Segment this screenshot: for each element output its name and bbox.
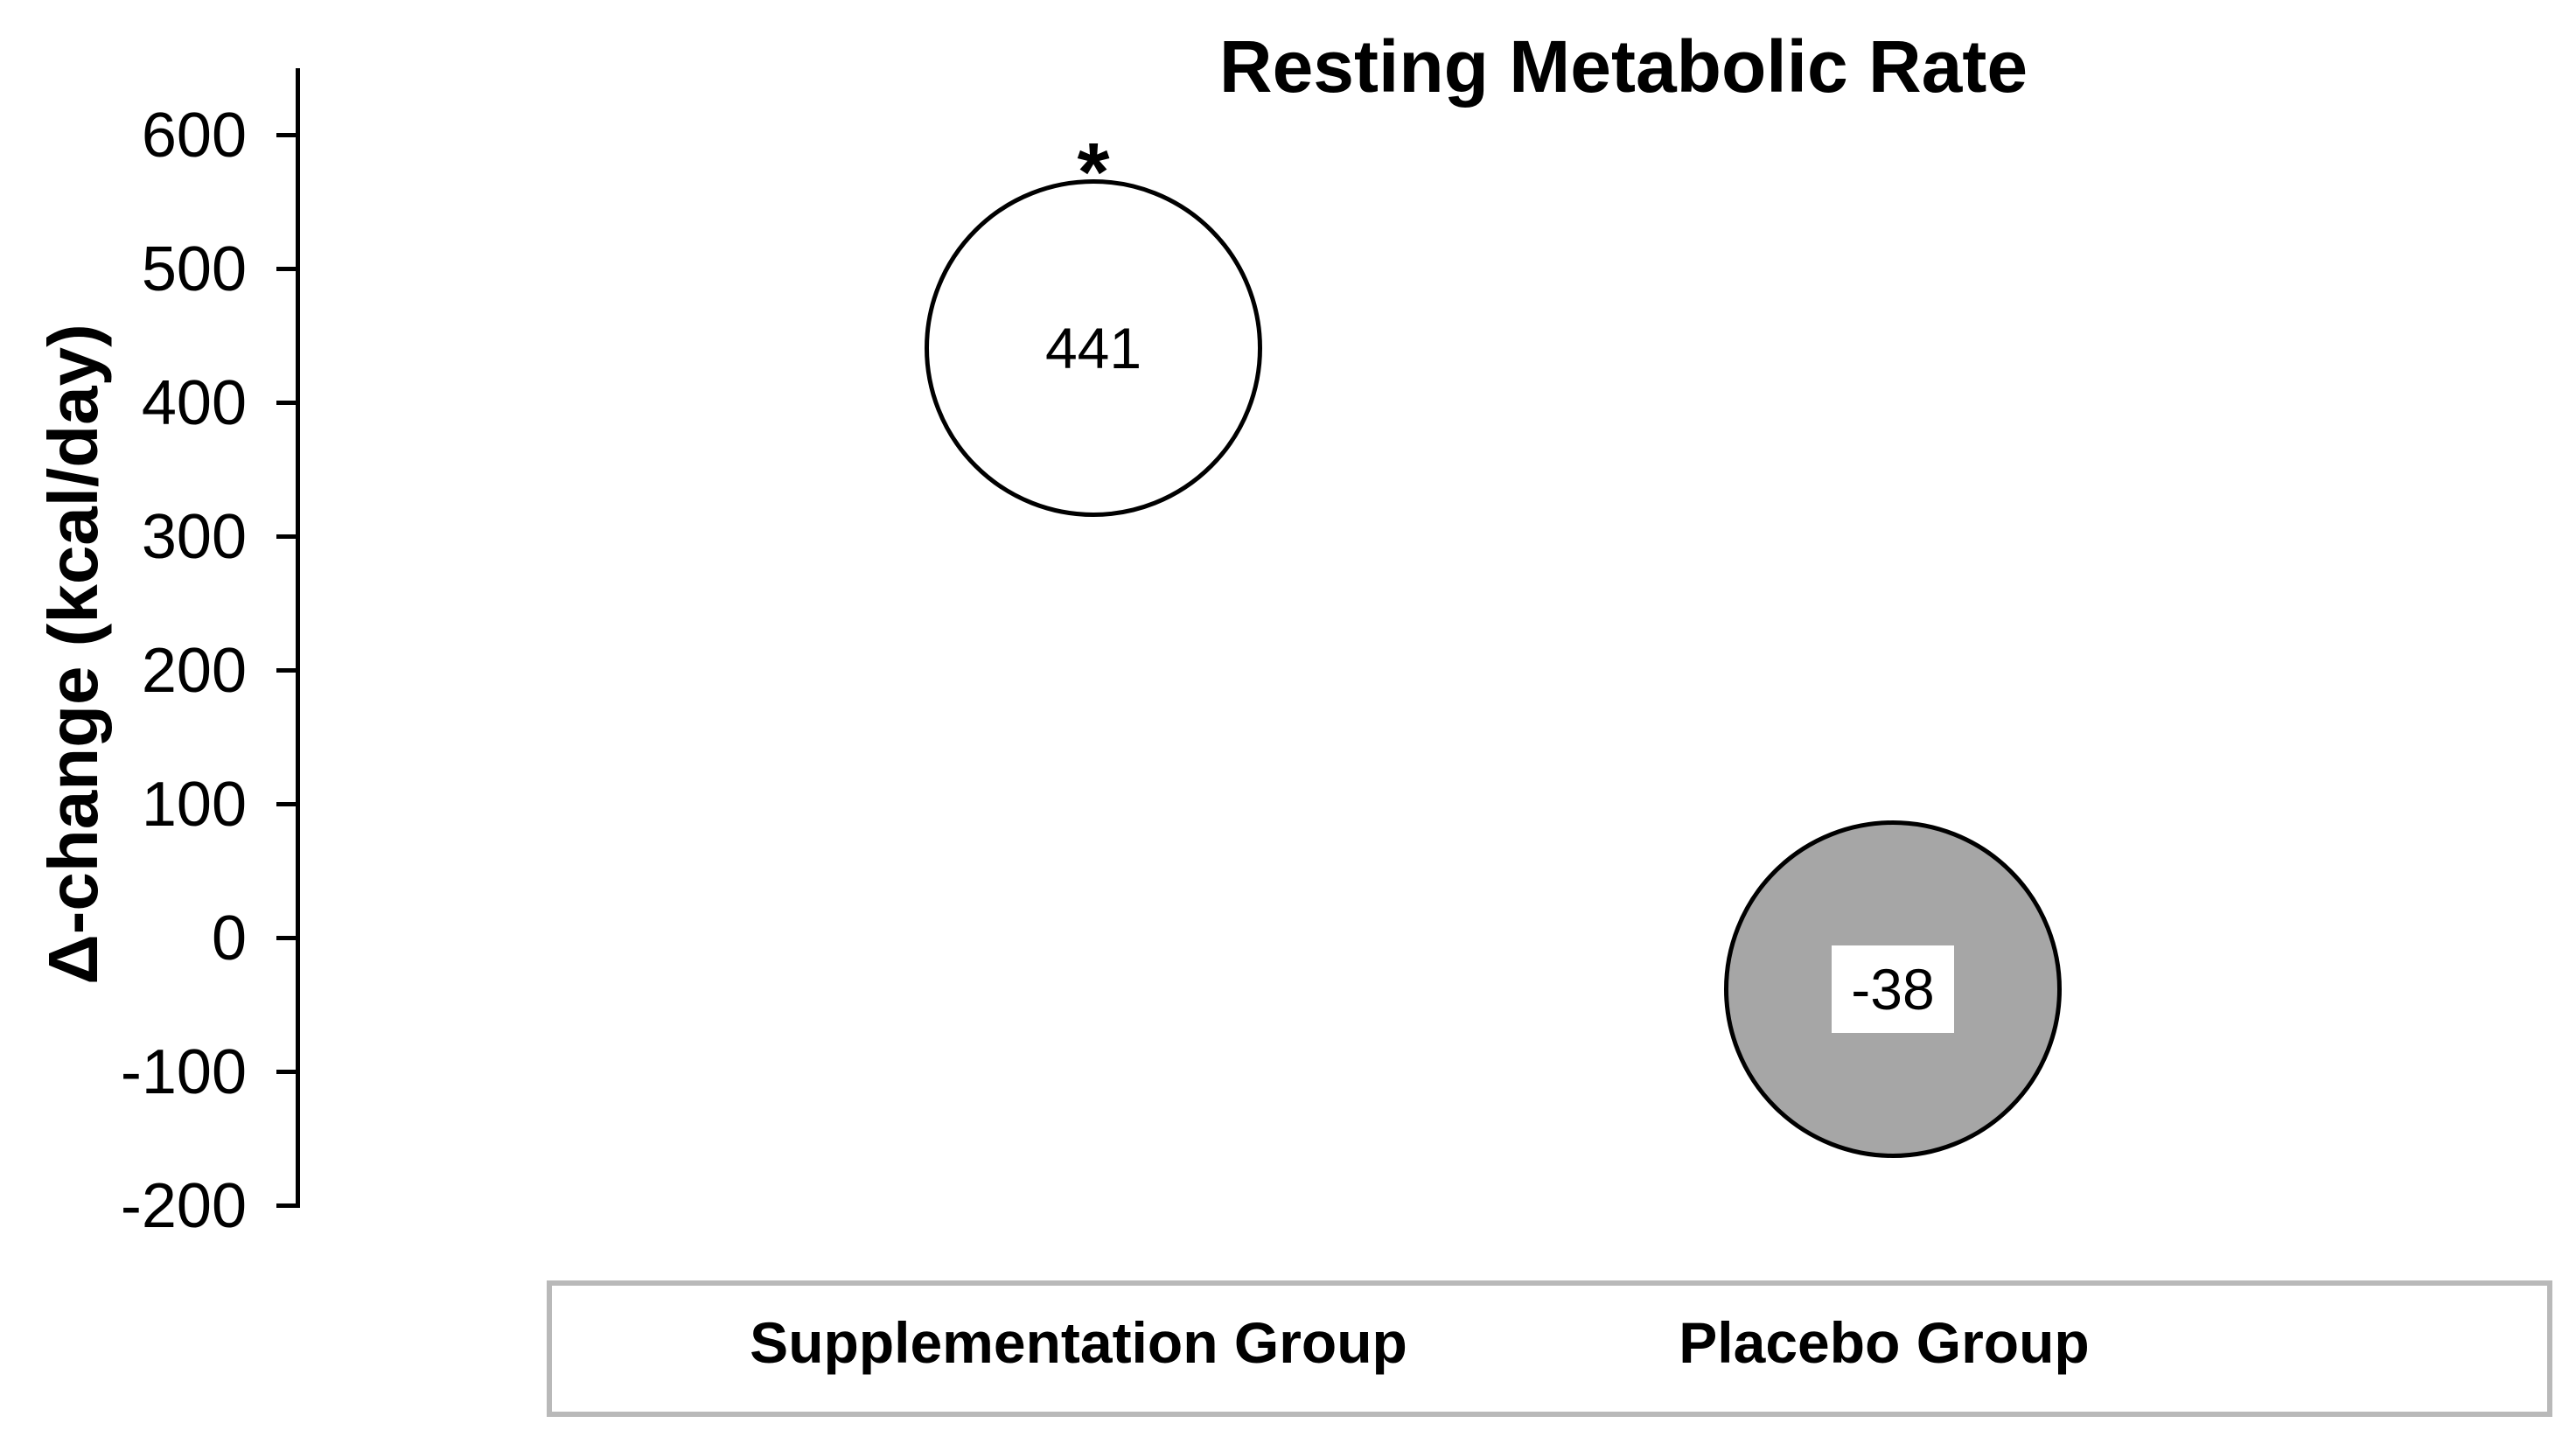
y-tick-mark — [276, 133, 297, 137]
chart-title: Resting Metabolic Rate — [1218, 25, 2028, 108]
y-tick-mark — [276, 534, 297, 539]
y-tick-label: 500 — [141, 234, 247, 304]
category-axis-box — [547, 1280, 2552, 1417]
y-tick-label: 200 — [141, 636, 247, 706]
y-axis-line — [296, 68, 300, 1208]
y-tick-mark — [276, 1070, 297, 1074]
y-tick-mark — [276, 1203, 297, 1208]
y-tick-label: -200 — [120, 1171, 247, 1241]
y-tick-mark — [276, 668, 297, 673]
y-tick-mark — [276, 401, 297, 405]
data-point-circle — [925, 179, 1262, 517]
y-tick-label: 300 — [141, 502, 247, 572]
significance-asterisk: * — [1077, 126, 1110, 219]
y-tick-label: 0 — [211, 903, 247, 973]
data-point-label: -38 — [1851, 957, 1935, 1022]
y-tick-label: -100 — [120, 1037, 247, 1107]
y-tick-mark — [276, 802, 297, 806]
y-tick-label: 400 — [141, 368, 247, 438]
category-label: Supplementation Group — [750, 1310, 1407, 1375]
category-label: Placebo Group — [1679, 1310, 2090, 1375]
data-label-background — [1832, 945, 1954, 1033]
data-point-label: 441 — [1044, 316, 1142, 380]
y-tick-label: 100 — [141, 770, 247, 840]
y-tick-mark — [276, 936, 297, 940]
y-tick-mark — [276, 267, 297, 271]
y-tick-label: 600 — [141, 101, 247, 171]
